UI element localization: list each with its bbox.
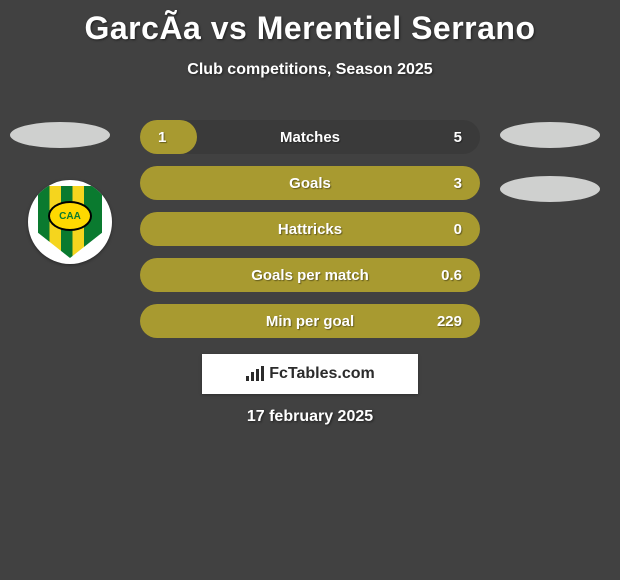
stat-value-left: 1 — [158, 129, 166, 146]
stat-row: Goals 3 — [0, 166, 620, 200]
stat-value-right: 229 — [437, 313, 462, 330]
page-title: GarcÃ­a vs Merentiel Serrano — [0, 0, 620, 47]
stat-bar-fill — [140, 120, 197, 154]
stat-value-right: 0.6 — [441, 267, 462, 284]
stat-label: Goals — [289, 175, 331, 192]
stat-row: 1 Matches 5 — [0, 120, 620, 154]
stat-bar: 1 Matches 5 — [140, 120, 480, 154]
stat-bar: Hattricks 0 — [140, 212, 480, 246]
stat-bar: Goals 3 — [140, 166, 480, 200]
stat-bar: Goals per match 0.6 — [140, 258, 480, 292]
stat-row: Goals per match 0.6 — [0, 258, 620, 292]
brand-text: FcTables.com — [269, 365, 375, 383]
stat-value-right: 3 — [454, 175, 462, 192]
stat-value-right: 5 — [454, 129, 462, 146]
stat-label: Goals per match — [251, 267, 369, 284]
stat-row: Min per goal 229 — [0, 304, 620, 338]
stat-label: Hattricks — [278, 221, 342, 238]
stat-bar: Min per goal 229 — [140, 304, 480, 338]
stats-chart: 1 Matches 5 Goals 3 Hattricks 0 Goals per match… — [0, 120, 620, 350]
date-text: 17 february 2025 — [247, 408, 373, 426]
stat-row: Hattricks 0 — [0, 212, 620, 246]
subtitle: Club competitions, Season 2025 — [0, 61, 620, 79]
stat-value-right: 0 — [454, 221, 462, 238]
stat-label: Min per goal — [266, 313, 354, 330]
bar-chart-icon — [245, 366, 265, 382]
brand-box: FcTables.com — [202, 354, 418, 394]
stat-label: Matches — [280, 129, 340, 146]
